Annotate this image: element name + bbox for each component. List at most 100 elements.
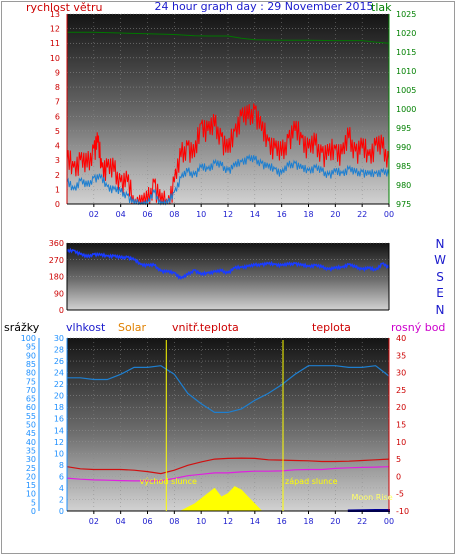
wind-speed-y-tick-label: 6 — [55, 112, 60, 121]
direction-label-n-top: N — [436, 237, 445, 251]
temperature-y-tick-label: 15 — [396, 421, 406, 430]
wind-x-tick-label: 02 — [89, 210, 99, 219]
indoor-temp-axis-title: vnitř.teplota — [172, 321, 239, 334]
wind-direction-series — [66, 247, 390, 280]
rain-y-tick-label: 60 — [26, 403, 36, 412]
weather-x-tick-label: 10 — [196, 517, 206, 526]
wind-speed-y-tick-label: 1 — [55, 185, 60, 194]
weather-x-tick-label: 16 — [277, 517, 287, 526]
wind-x-tick-label: 12 — [223, 210, 233, 219]
temperature-y-tick-label: 0 — [396, 472, 401, 481]
humidity-y-tick-label: 2 — [59, 495, 64, 504]
rain-y-tick-label: 70 — [26, 386, 36, 395]
pressure-y-tick-label: 1025 — [396, 10, 416, 19]
wind-x-tick-label: 10 — [196, 210, 206, 219]
wind-speed-y-tick-label: 12 — [50, 25, 60, 34]
direction-y-tick-label: 0 — [59, 306, 64, 315]
rain-y-tick-label: 55 — [26, 412, 36, 421]
temperature-y-tick-label: 10 — [396, 438, 406, 447]
grid-layer — [67, 13, 390, 512]
pressure-series — [67, 31, 390, 44]
wind-x-tick-label: 14 — [250, 210, 260, 219]
humidity-y-tick-label: 10 — [54, 449, 64, 458]
rain-y-tick-label: 40 — [26, 438, 36, 447]
pressure-y-tick-label: 1000 — [396, 105, 416, 114]
weather-x-tick-label: 06 — [142, 517, 152, 526]
pressure-y-tick-label: 990 — [396, 143, 411, 152]
humidity-y-tick-label: 30 — [54, 334, 64, 343]
rain-y-tick-label: 100 — [21, 334, 36, 343]
weather-x-tick-label: 22 — [357, 517, 367, 526]
wind-speed-y-tick-label: 11 — [50, 39, 60, 48]
weather-x-tick-label: 08 — [169, 517, 179, 526]
temperature-y-tick-label: 5 — [396, 455, 401, 464]
rain-y-tick-label: 85 — [26, 360, 36, 369]
rain-y-tick-label: 90 — [26, 351, 36, 360]
solar-series — [180, 486, 263, 512]
direction-y-tick-label: 360 — [49, 239, 64, 248]
direction-y-tick-label: 270 — [49, 256, 64, 265]
rain-y-tick-label: 20 — [26, 472, 36, 481]
rain-y-tick-label: 30 — [26, 455, 36, 464]
wind-speed-y-tick-label: 13 — [50, 10, 60, 19]
annotation-layer: východ slunce západ slunce Moon Rise — [140, 340, 393, 511]
rain-y-tick-label: 45 — [26, 429, 36, 438]
rain-y-tick-label: 95 — [26, 343, 36, 352]
wind-x-tick-label: 18 — [303, 210, 313, 219]
wind-speed-y-tick-label: 3 — [55, 156, 60, 165]
humidity-y-tick-label: 6 — [59, 472, 64, 481]
wind-x-tick-label: 22 — [357, 210, 367, 219]
series-layer — [66, 31, 390, 512]
wind-speed-y-tick-label: 10 — [50, 54, 60, 63]
humidity-y-tick-label: 4 — [59, 484, 64, 493]
direction-label-n-bottom: N — [436, 303, 445, 317]
solar-axis-title: Solar — [118, 321, 147, 334]
moon-rise-label: Moon Rise — [351, 493, 392, 502]
direction-label-w: W — [434, 253, 446, 267]
humidity-axis-title: vlhkost — [66, 321, 106, 334]
rain-y-tick-label: 25 — [26, 464, 36, 473]
sunset-label: západ slunce — [285, 477, 338, 486]
direction-y-tick-label: 180 — [49, 273, 64, 282]
pressure-y-tick-label: 995 — [396, 124, 411, 133]
wind-x-tick-label: 00 — [384, 210, 394, 219]
wind-gust-series — [66, 103, 390, 205]
weather-x-tick-label: 18 — [303, 517, 313, 526]
rain-y-tick-label: 35 — [26, 446, 36, 455]
temperature-y-tick-label: 40 — [396, 334, 406, 343]
temperature-y-tick-label: 30 — [396, 369, 406, 378]
wind-x-tick-label: 16 — [277, 210, 287, 219]
direction-y-tick-label: 90 — [54, 289, 64, 298]
humidity-y-tick-label: 16 — [54, 415, 64, 424]
temperature-y-tick-label: 35 — [396, 351, 406, 360]
pressure-y-tick-label: 1005 — [396, 86, 416, 95]
sunrise-label: východ slunce — [140, 477, 197, 486]
rain-y-tick-label: 50 — [26, 421, 36, 430]
humidity-y-tick-label: 28 — [54, 346, 64, 355]
wind-speed-axis-title: rychlost větru — [26, 1, 102, 14]
wind-speed-y-tick-label: 8 — [55, 83, 60, 92]
direction-panel-background — [67, 243, 389, 310]
axis-layer: 0123456789101112139759809859909951000100… — [21, 10, 417, 526]
weather-x-tick-label: 02 — [89, 517, 99, 526]
rain-y-tick-label: 0 — [31, 507, 36, 516]
wind-speed-y-tick-label: 4 — [55, 142, 60, 151]
wind-x-tick-label: 04 — [116, 210, 126, 219]
rain-y-tick-label: 15 — [26, 481, 36, 490]
humidity-y-tick-label: 14 — [54, 426, 64, 435]
rain-y-tick-label: 80 — [26, 369, 36, 378]
wind-speed-y-tick-label: 0 — [55, 200, 60, 209]
rain-y-tick-label: 75 — [26, 377, 36, 386]
temperature-series — [66, 457, 390, 475]
pressure-y-tick-label: 980 — [396, 181, 411, 190]
humidity-y-tick-label: 8 — [59, 461, 64, 470]
wind-speed-y-tick-label: 7 — [55, 98, 60, 107]
weather-x-tick-label: 00 — [384, 517, 394, 526]
humidity-y-tick-label: 0 — [59, 507, 64, 516]
pressure-y-tick-label: 1020 — [396, 29, 416, 38]
weather-x-tick-label: 20 — [330, 517, 340, 526]
pressure-y-tick-label: 1015 — [396, 48, 416, 57]
